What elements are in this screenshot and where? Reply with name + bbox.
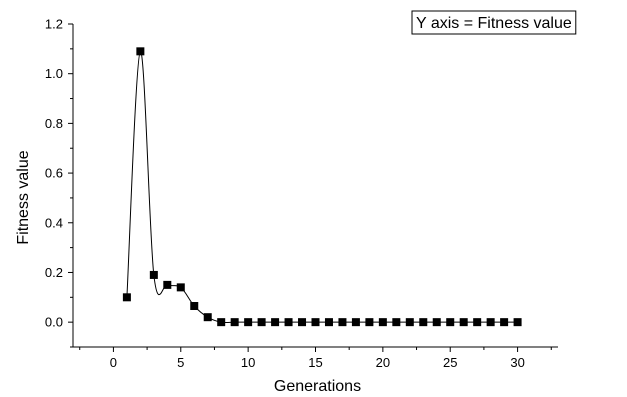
data-point-marker <box>257 318 266 327</box>
data-point-marker <box>500 318 509 327</box>
data-point-marker <box>513 318 522 327</box>
y-tick-label: 0.0 <box>45 315 63 330</box>
x-tick-label: 20 <box>376 355 390 370</box>
data-point-marker <box>324 318 333 327</box>
x-tick-label: 15 <box>308 355 322 370</box>
data-point-marker <box>419 318 428 327</box>
data-point-marker <box>244 318 253 327</box>
data-point-marker <box>271 318 280 327</box>
y-tick-label: 0.2 <box>45 265 63 280</box>
data-point-marker <box>149 270 158 279</box>
x-tick-label: 25 <box>443 355 457 370</box>
data-point-marker <box>230 318 239 327</box>
x-tick-label: 30 <box>510 355 524 370</box>
data-point-marker <box>473 318 482 327</box>
data-point-marker <box>446 318 455 327</box>
data-point-marker <box>338 318 347 327</box>
data-point-marker <box>190 302 199 311</box>
legend: Y axis = Fitness value <box>411 10 577 35</box>
data-point-marker <box>176 283 185 292</box>
y-tick-label: 1.2 <box>45 17 63 32</box>
series-markers <box>122 47 522 327</box>
y-tick-label: 0.8 <box>45 116 63 131</box>
data-point-marker <box>217 318 226 327</box>
data-point-marker <box>459 318 468 327</box>
y-axis-ticks: 0.0 0.2 0.4 0.6 0.8 1.0 1.2 <box>45 17 73 348</box>
legend-text: Y axis = Fitness value <box>416 15 572 32</box>
data-point-marker <box>432 318 441 327</box>
data-point-marker <box>365 318 374 327</box>
data-point-marker <box>203 313 212 322</box>
data-point-marker <box>311 318 320 327</box>
y-tick-label: 1.0 <box>45 66 63 81</box>
y-tick-label: 0.4 <box>45 215 63 230</box>
data-point-marker <box>284 318 293 327</box>
x-axis-title: Generations <box>274 378 361 395</box>
x-tick-label: 10 <box>241 355 255 370</box>
x-tick-label: 0 <box>110 355 117 370</box>
legend-box <box>411 10 577 35</box>
y-tick-label: 0.6 <box>45 166 63 181</box>
data-point-marker <box>122 293 131 302</box>
data-point-marker <box>392 318 401 327</box>
x-axis-ticks: 0 5 10 15 20 25 30 <box>79 347 552 370</box>
data-point-marker <box>351 318 360 327</box>
data-point-marker <box>486 318 495 327</box>
data-point-marker <box>378 318 387 327</box>
data-point-marker <box>136 47 145 56</box>
x-tick-label: 5 <box>177 355 184 370</box>
data-point-marker <box>163 280 172 289</box>
y-axis-title: Fitness value <box>15 150 32 244</box>
data-point-marker <box>298 318 307 327</box>
data-point-marker <box>405 318 414 327</box>
